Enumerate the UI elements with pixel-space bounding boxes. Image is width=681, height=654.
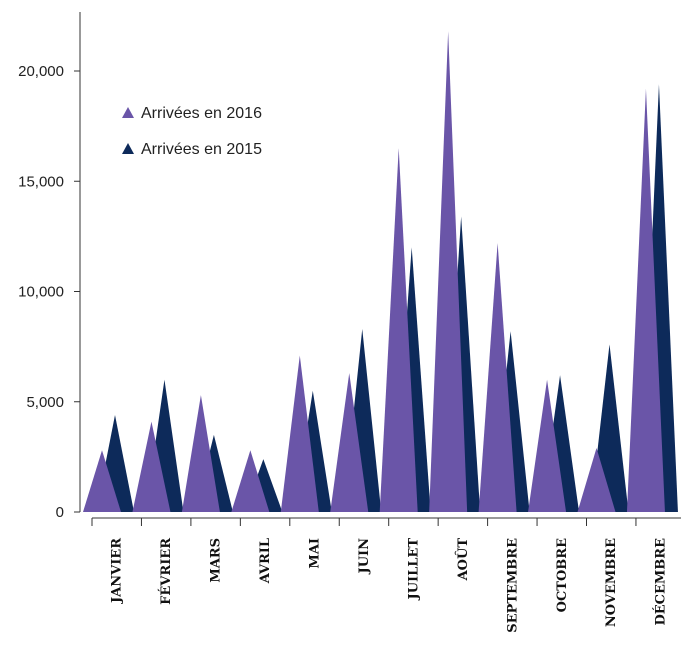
legend-marker xyxy=(122,143,134,154)
x-category-label: JUILLET xyxy=(406,538,421,601)
y-axis: 0 5,000 10,000 15,000 20,000 xyxy=(18,12,81,521)
x-category-label: MARS xyxy=(209,538,224,583)
plot-area xyxy=(83,31,678,513)
x-category-label: AVRIL xyxy=(258,538,273,584)
y-tick-label: 0 xyxy=(56,504,64,521)
legend: Arrivées en 2016 Arrivées en 2015 xyxy=(122,105,262,158)
y-tick-label: 10,000 xyxy=(18,284,64,301)
y-tick-label: 20,000 xyxy=(18,63,64,80)
x-category-label: JUIN xyxy=(357,538,372,575)
x-axis: JANVIER FÉVRIER MARS AVRIL MAI JUIN JUILLET AOÛ… xyxy=(91,517,681,633)
peak-2016-10 xyxy=(528,379,567,512)
peak-2016-3 xyxy=(181,395,220,512)
x-category-label: FÉVRIER xyxy=(158,538,174,605)
peak-2016-1 xyxy=(83,450,121,512)
x-category-label: DÉCEMBRE xyxy=(653,538,669,626)
x-category-label: MAI xyxy=(308,538,323,569)
peak-2016-8 xyxy=(429,31,468,513)
peak-2016-4 xyxy=(231,450,270,512)
legend-label: Arrivées en 2016 xyxy=(141,105,262,122)
y-tick-label: 15,000 xyxy=(18,173,64,190)
peak-2016-2 xyxy=(132,421,171,512)
peak-2016-7 xyxy=(379,148,418,513)
legend-label: Arrivées en 2015 xyxy=(141,141,262,158)
x-category-label: AOÛT xyxy=(454,538,471,582)
peak-2016-6 xyxy=(330,373,369,512)
peak-2016-12 xyxy=(626,88,665,512)
peak-2016-9 xyxy=(478,242,517,513)
x-category-label: JANVIER xyxy=(110,538,125,604)
x-category-label: NOVEMBRE xyxy=(604,538,619,627)
legend-marker xyxy=(122,107,134,118)
y-tick-label: 5,000 xyxy=(26,394,64,411)
peak-2016-11 xyxy=(577,448,616,512)
peak-2016-5 xyxy=(280,355,319,512)
x-category-label: SEPTEMBRE xyxy=(505,538,520,633)
x-category-label: OCTOBRE xyxy=(555,538,570,612)
